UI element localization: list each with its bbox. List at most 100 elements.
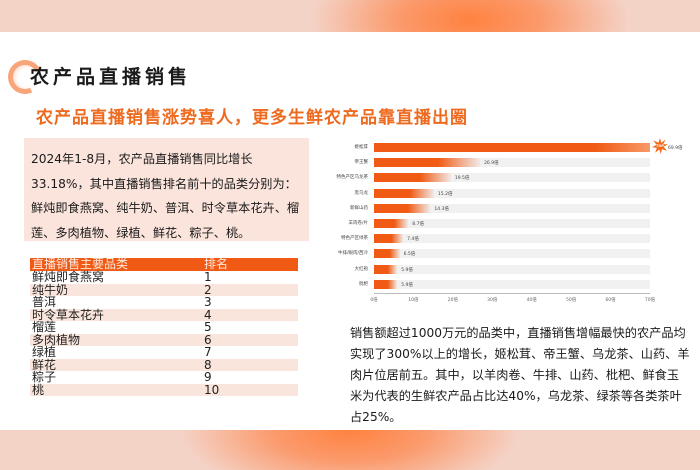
- x-axis: [374, 293, 650, 294]
- growth-bar-chart: TOP 姬松茸 69.9倍帝王蟹 26.9倍特色产区乌龙茶 19.5倍黑乌龙 15.2倍…: [318, 138, 688, 308]
- category-label: 大红袍: [354, 266, 369, 272]
- header-category: 直播销售主要品类: [30, 258, 202, 271]
- value-label: 14.3倍: [434, 206, 449, 212]
- category-cell: 时令草本花卉: [30, 308, 202, 321]
- description-text: 销售额超过1000万元的品类中，直播销售增幅最快的农产品均实现了300%以上的增…: [350, 326, 690, 424]
- category-label: 特色产区绿茶: [341, 236, 368, 242]
- category-cell: 纯牛奶: [30, 283, 202, 296]
- category-label: 枇杷: [359, 281, 368, 287]
- rank-cell: 3: [204, 295, 212, 309]
- value-label: 5.9倍: [401, 267, 413, 273]
- table-row: 鲜炖即食燕窝 1: [30, 271, 298, 284]
- value-label: 19.5倍: [454, 176, 470, 182]
- rank-cell: 5: [204, 320, 212, 334]
- chart-row: 特色产区乌龙茶 19.5倍: [318, 173, 688, 183]
- bar: [374, 188, 434, 198]
- rank-cell: 1: [204, 270, 212, 284]
- x-tick-label: 40倍: [526, 298, 537, 303]
- bar: [374, 279, 398, 289]
- category-label: 特色产区乌龙茶: [336, 175, 369, 181]
- category-label: 新鲜山药: [350, 205, 368, 211]
- value-label: 6.5倍: [403, 252, 416, 258]
- chart-row: 特色产区绿茶 7.4倍: [318, 234, 688, 244]
- bar-track: [374, 173, 650, 183]
- bar-track: [374, 158, 650, 168]
- chart-row: 大红袍 5.9倍: [318, 264, 688, 274]
- chart-row: 帝王蟹 26.9倍: [318, 158, 688, 168]
- x-tick-label: 0倍: [370, 298, 378, 303]
- bar: [374, 173, 451, 183]
- rank-cell: 7: [204, 345, 212, 359]
- category-cell: 粽子: [32, 370, 57, 384]
- bar-track: [374, 203, 650, 213]
- page-subtitle: 农产品直播销售涨势喜人，更多生鲜农产品靠直播出圈: [36, 108, 468, 128]
- bar: [374, 143, 650, 152]
- category-label: 帝王蟹: [354, 160, 369, 166]
- rank-cell: 2: [202, 283, 298, 296]
- category-cell: 桃: [30, 383, 202, 396]
- category-cell: 鲜炖即食燕窝: [32, 270, 105, 284]
- top-badge-text: TOP: [656, 144, 664, 148]
- bar-track: [374, 188, 650, 198]
- bar-track: [374, 279, 650, 289]
- category-cell: 鲜花: [30, 358, 202, 371]
- value-label: 69.9倍: [668, 146, 683, 151]
- bar: [374, 264, 398, 274]
- chart-row: 枇杷 5.9倍: [318, 279, 688, 289]
- category-label: 羊肉卷/片: [348, 221, 368, 226]
- x-tick-label: 50倍: [566, 298, 577, 303]
- rank-cell: 8: [202, 358, 298, 371]
- category-label: 姬松茸: [354, 145, 369, 150]
- bar: [374, 219, 409, 228]
- category-label: 牛排/眼肉/西冷: [337, 251, 368, 257]
- category-cell: 榴莲: [32, 320, 57, 334]
- page-title: 农产品直播销售: [30, 66, 192, 88]
- chart-row: 新鲜山药 14.3倍: [318, 203, 688, 213]
- table-row: 鲜花 8: [30, 358, 298, 371]
- value-label: 26.9倍: [484, 161, 499, 167]
- value-label: 8.7倍: [412, 222, 424, 227]
- value-label: 7.4倍: [407, 237, 419, 243]
- ranking-table: 直播销售主要品类 排名 鲜炖即食燕窝 1 纯牛奶 2 普洱 3 时令草本花卉 4 榴莲 5…: [30, 258, 298, 396]
- bar: [374, 158, 481, 168]
- top-decorative-band: [0, 0, 700, 32]
- bar-track: [374, 219, 650, 228]
- bar-track: [374, 234, 650, 244]
- category-label: 黑乌龙: [354, 190, 369, 196]
- value-label: 5.9倍: [401, 282, 413, 288]
- bar: [374, 249, 400, 259]
- rank-cell: 9: [204, 370, 212, 384]
- table-row: 绿植 7: [30, 346, 298, 359]
- intro-text-box: 2024年1-8月，农产品直播销售同比增长33.18%，其中直播销售排名前十的品…: [24, 138, 309, 241]
- chart-row: 羊肉卷/片 8.7倍: [318, 219, 688, 228]
- chart-row: 牛排/眼肉/西冷 6.5倍: [318, 249, 688, 259]
- rank-cell: 4: [202, 308, 298, 321]
- x-tick-label: 70倍: [644, 298, 656, 303]
- table-header-row: 直播销售主要品类 排名: [30, 258, 298, 271]
- category-cell: 普洱: [32, 295, 57, 309]
- bar-track: [374, 249, 650, 259]
- chart-row: 姬松茸 69.9倍: [318, 143, 688, 152]
- chart-row: 黑乌龙 15.2倍: [318, 188, 688, 198]
- bar: [374, 234, 404, 244]
- value-label: 15.2倍: [437, 191, 453, 197]
- bar: [374, 203, 431, 213]
- category-cell: 多肉植物: [30, 333, 202, 346]
- x-tick-label: 60倍: [605, 298, 616, 303]
- table-row: 多肉植物 6: [30, 333, 298, 346]
- bar-track: [374, 264, 650, 274]
- category-cell: 绿植: [32, 345, 57, 359]
- table-row: 时令草本花卉 4: [30, 308, 298, 321]
- header-rank: 排名: [202, 258, 298, 271]
- table-row: 粽子 9: [30, 371, 298, 384]
- bottom-decorative-band: [0, 430, 700, 470]
- table-row: 榴莲 5: [30, 321, 298, 334]
- x-tick-label: 20倍: [447, 298, 458, 303]
- table-row: 桃 10: [30, 383, 298, 396]
- rank-cell: 6: [202, 333, 298, 346]
- table-row: 纯牛奶 2: [30, 283, 298, 296]
- x-tick-label: 30倍: [487, 298, 498, 303]
- x-tick-label: 10倍: [408, 298, 419, 303]
- rank-cell: 10: [202, 383, 298, 396]
- table-row: 普洱 3: [30, 296, 298, 309]
